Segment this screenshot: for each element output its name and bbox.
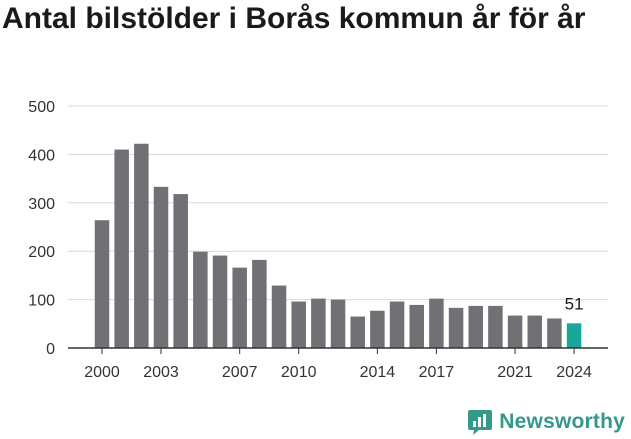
bar (330, 299, 346, 348)
bar (212, 255, 228, 348)
bar (409, 304, 424, 348)
bar (507, 315, 523, 348)
bar-chart: 0 100 200 300 400 500 2000 2003 2007 2010 2014 201… (28, 99, 608, 381)
data-label: 51 (565, 294, 584, 313)
y-axis-tick-labels: 0 100 200 300 400 500 (28, 99, 55, 358)
bar (350, 316, 365, 348)
bar (153, 186, 169, 348)
y-tick-label: 400 (28, 147, 55, 164)
x-tick-label: 2010 (281, 364, 317, 381)
bar (134, 143, 149, 348)
bar (448, 307, 464, 348)
chart-title: Antal bilstölder i Borås kommun år för å… (2, 2, 586, 35)
bar (193, 251, 208, 348)
y-tick-label: 200 (28, 244, 55, 261)
bar (468, 305, 483, 348)
bar (232, 267, 247, 348)
bar (173, 194, 188, 348)
bar (94, 220, 110, 348)
x-axis: 2000 2003 2007 2010 2014 2017 2021 2024 (68, 347, 608, 381)
bar (547, 318, 562, 348)
bar (488, 305, 503, 348)
brand-name: Newsworthy (499, 410, 625, 433)
bar (252, 259, 267, 348)
bar (527, 315, 542, 348)
y-tick-label: 100 (28, 293, 55, 310)
newsworthy-logo-icon (468, 410, 493, 435)
x-tick-label: 2024 (556, 364, 592, 381)
y-tick-label: 500 (28, 99, 55, 116)
bar (114, 149, 129, 348)
x-tick-label: 2003 (143, 364, 179, 381)
bar (566, 323, 582, 348)
y-tick-label: 300 (28, 196, 55, 213)
newsworthy-brand[interactable]: Newsworthy (467, 406, 625, 438)
gridlines (68, 105, 608, 301)
bar (271, 285, 287, 348)
bar (370, 310, 385, 348)
x-tick-label: 2017 (419, 364, 455, 381)
x-tick-label: 2014 (360, 364, 396, 381)
bar (311, 298, 326, 348)
y-tick-label: 0 (46, 341, 55, 358)
x-tick-label: 2000 (84, 364, 120, 381)
bar (389, 301, 405, 348)
bar (429, 298, 444, 348)
bars (94, 143, 582, 348)
x-tick-label: 2021 (497, 364, 533, 381)
x-tick-label: 2007 (222, 364, 258, 381)
annotations: 51 (565, 294, 584, 313)
bar (291, 301, 306, 348)
